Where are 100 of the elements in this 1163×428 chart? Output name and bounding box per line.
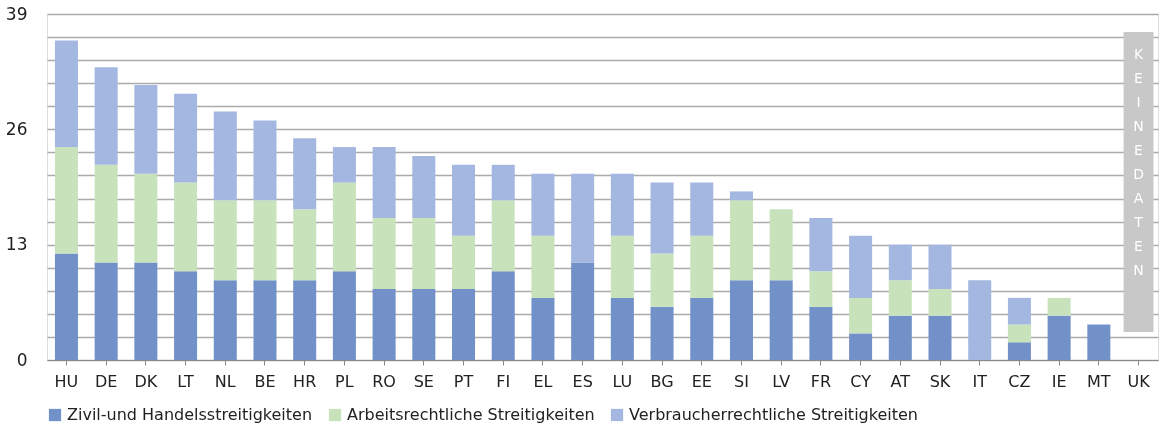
bar	[174, 271, 198, 360]
bar	[888, 280, 912, 316]
y-tick-label: 39	[5, 3, 28, 24]
bar	[849, 333, 873, 360]
bar	[690, 297, 714, 360]
bar	[452, 289, 476, 360]
bar	[1007, 297, 1031, 325]
bar	[610, 173, 634, 236]
x-tick-label: BE	[254, 371, 276, 391]
x-tick-label: RO	[372, 371, 396, 391]
bar	[94, 262, 118, 360]
bar	[491, 164, 515, 201]
bar	[253, 280, 277, 360]
x-tick-label: SE	[413, 371, 434, 391]
bar	[213, 200, 237, 281]
x-tick-label: LU	[612, 371, 633, 391]
y-tick-label: 13	[5, 234, 28, 255]
bar	[332, 271, 356, 360]
bar	[1087, 324, 1111, 360]
x-tick-label: HU	[54, 371, 79, 391]
bar	[729, 200, 753, 281]
bar	[293, 280, 317, 360]
bar	[888, 315, 912, 360]
y-tick-label: 26	[5, 118, 28, 139]
bar	[849, 297, 873, 334]
x-tick-label: EE	[691, 371, 712, 391]
bar	[452, 164, 476, 236]
bar	[809, 306, 833, 360]
bar	[690, 182, 714, 236]
bar	[769, 209, 793, 281]
x-tick-label: LT	[177, 371, 195, 391]
x-tick-label: DK	[134, 371, 158, 391]
bar	[888, 244, 912, 281]
x-tick-label: CZ	[1008, 371, 1031, 391]
bar	[1047, 297, 1071, 316]
bar	[1007, 324, 1031, 343]
x-tick-label: ES	[572, 371, 593, 391]
bar	[1007, 342, 1031, 360]
bar	[809, 218, 833, 272]
bar	[134, 262, 158, 360]
bar	[412, 155, 436, 219]
bar	[809, 271, 833, 307]
bar	[729, 280, 753, 360]
bar	[332, 147, 356, 183]
bar	[253, 120, 277, 201]
bar	[253, 200, 277, 281]
bar	[174, 182, 198, 272]
bar	[769, 280, 793, 360]
x-tick-label: MT	[1087, 371, 1111, 391]
legend-label: Arbeitsrechtliche Streitigkeiten	[347, 405, 595, 424]
bar	[372, 147, 396, 219]
bar	[849, 235, 873, 298]
bar	[54, 40, 78, 148]
x-tick-label: IE	[1051, 371, 1067, 391]
legend-label: Verbraucherrechtliche Streitigkeiten	[629, 405, 918, 424]
bar	[452, 235, 476, 290]
x-tick-label: EL	[533, 371, 553, 391]
bar	[174, 93, 198, 183]
bar	[729, 191, 753, 201]
bar	[54, 147, 78, 254]
x-tick-label: CY	[850, 371, 872, 391]
bar	[293, 138, 317, 210]
bar	[928, 315, 952, 360]
bar	[1047, 315, 1071, 360]
x-tick-label: HR	[293, 371, 317, 391]
bar	[531, 173, 555, 236]
bar	[293, 209, 317, 281]
x-tick-label: PT	[453, 371, 474, 391]
bar	[412, 289, 436, 360]
x-tick-label: UK	[1127, 371, 1151, 391]
bar	[650, 253, 674, 307]
bar	[571, 262, 595, 360]
x-tick-label: FR	[810, 371, 832, 391]
bar	[54, 253, 78, 360]
x-tick-label: LV	[772, 371, 791, 391]
bar	[968, 280, 992, 360]
bar	[94, 164, 118, 263]
bar	[610, 235, 634, 298]
bar	[610, 297, 634, 360]
bar	[372, 289, 396, 360]
bar	[571, 173, 595, 263]
bar	[928, 244, 952, 290]
bar	[213, 280, 237, 360]
bar	[491, 200, 515, 272]
x-tick-label: DE	[94, 371, 118, 391]
bar	[650, 306, 674, 360]
bar	[928, 289, 952, 316]
bar	[213, 111, 237, 201]
legend-label: Zivil-und Handelsstreitigkeiten	[67, 405, 313, 424]
bar	[332, 182, 356, 272]
bar	[690, 235, 714, 298]
bar	[134, 84, 158, 174]
x-tick-label: FI	[496, 371, 511, 391]
y-tick-label: 0	[16, 349, 28, 370]
x-tick-label: BG	[650, 371, 674, 391]
x-tick-label: IT	[972, 371, 988, 391]
x-tick-label: AT	[890, 371, 911, 391]
bar	[372, 218, 396, 290]
bar	[531, 297, 555, 360]
bar	[531, 235, 555, 298]
